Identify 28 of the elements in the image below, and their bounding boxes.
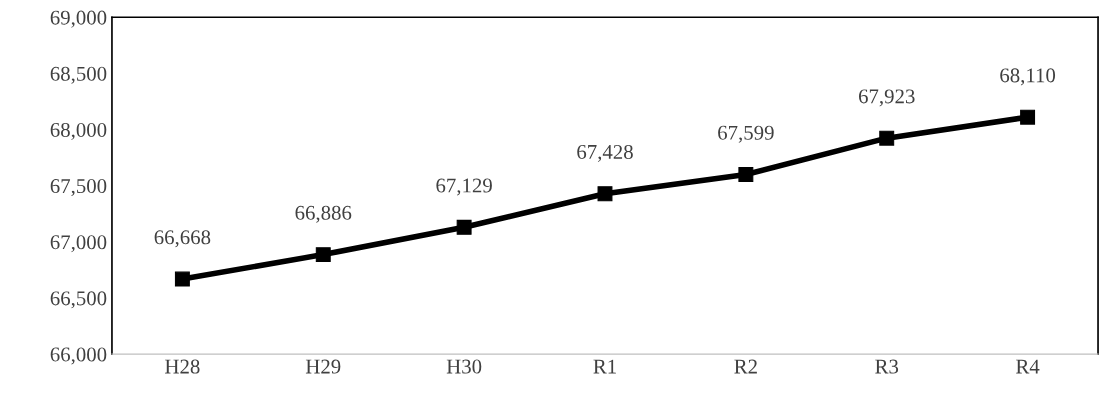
point <box>738 167 754 183</box>
data-label: 67,428 <box>577 144 633 162</box>
x-tick-label: H30 <box>446 359 482 374</box>
x-tick-label: R4 <box>1016 359 1040 374</box>
y-tick-label: 67,500 <box>50 179 107 197</box>
y-tick-label: 66,500 <box>50 291 107 309</box>
y-tick-label: 68,000 <box>50 122 107 140</box>
data-label: 67,599 <box>718 125 774 143</box>
point <box>456 219 472 235</box>
y-tick-label: 67,000 <box>50 235 107 253</box>
x-tick-label: R2 <box>734 359 757 374</box>
data-label: 67,129 <box>436 178 492 196</box>
y-tick-label: 68,500 <box>50 66 107 84</box>
y-tick-label: 69,000 <box>50 10 107 28</box>
point <box>879 130 895 146</box>
point <box>597 186 613 202</box>
x-tick-label: H28 <box>165 359 200 374</box>
x-tick-label: R1 <box>593 359 616 374</box>
data-label: 68,110 <box>1000 68 1056 86</box>
x-tick-label: R3 <box>875 359 899 374</box>
point <box>174 271 190 287</box>
point <box>1020 109 1036 125</box>
data-label: 66,668 <box>154 230 211 248</box>
data-label: 66,886 <box>295 205 352 223</box>
point <box>315 247 331 263</box>
data-label: 67,923 <box>858 89 915 107</box>
y-tick-label: 66,000 <box>50 347 107 365</box>
x-tick-label: H29 <box>305 359 341 374</box>
